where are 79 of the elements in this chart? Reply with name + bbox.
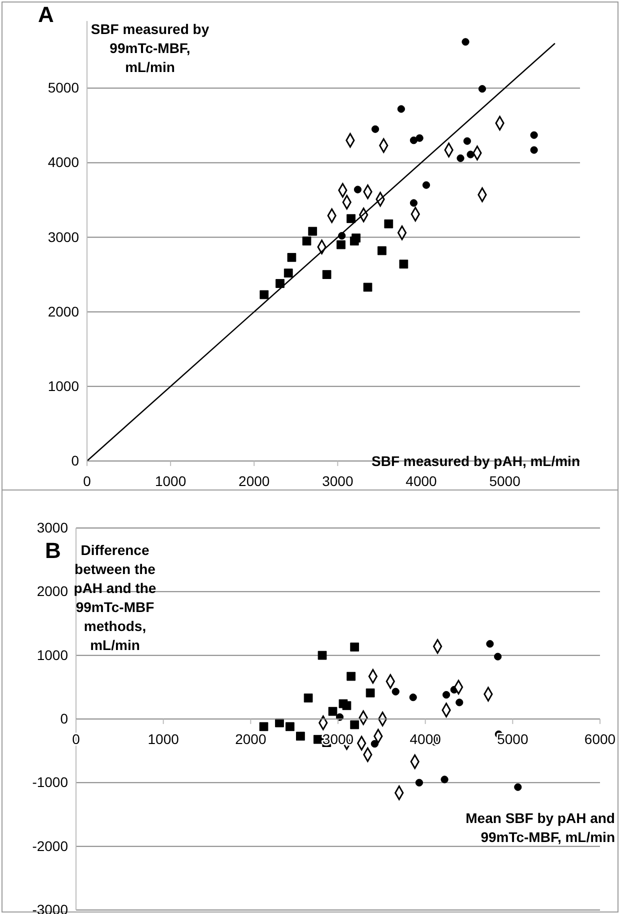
point <box>302 236 312 246</box>
y-tick-label: 4000 <box>48 154 80 170</box>
x-axis-title: SBF measured by pAH, mL/min <box>372 453 580 469</box>
y-tick-label: 0 <box>60 710 68 726</box>
x-tick-label: 6000 <box>584 730 616 747</box>
x-tick-label: 4000 <box>406 472 438 489</box>
point <box>313 734 322 744</box>
point <box>478 85 486 93</box>
point <box>456 154 464 162</box>
point <box>440 776 448 784</box>
point <box>397 105 405 113</box>
point <box>462 38 470 46</box>
y-tick-label: 1000 <box>48 378 80 394</box>
x-tick-label: 5000 <box>489 472 521 489</box>
point <box>378 246 386 256</box>
x-tick-label: 2000 <box>235 730 266 747</box>
point <box>530 146 538 154</box>
x-tick-label: 3000 <box>322 472 354 489</box>
y-tick-label: 3000 <box>36 519 68 536</box>
point <box>466 150 474 158</box>
y-axis-title: SBF measured by 99mTc-MBF, mL/min <box>90 21 210 75</box>
point <box>514 783 522 791</box>
point <box>366 688 375 698</box>
point <box>284 268 293 278</box>
y-tick-label: 0 <box>71 452 80 468</box>
y-tick-label: 1000 <box>36 646 68 663</box>
point <box>304 694 313 702</box>
point <box>384 219 394 228</box>
point <box>371 125 380 133</box>
point <box>308 226 318 236</box>
point <box>275 718 284 728</box>
point <box>276 279 284 288</box>
point <box>346 214 356 224</box>
y-tick-label: 2000 <box>36 583 68 600</box>
point <box>530 131 538 139</box>
point <box>463 137 472 145</box>
x-tick-label: 0 <box>83 472 92 489</box>
point <box>346 672 356 681</box>
point <box>336 240 346 250</box>
point <box>399 260 408 269</box>
point <box>350 236 359 246</box>
y-tick-label: -1000 <box>32 774 68 790</box>
point <box>363 282 372 292</box>
point <box>259 722 268 732</box>
x-tick-label: 2000 <box>238 472 270 489</box>
y-axis-title: Difference between the pAH and the 99mTc-MBF methods, mL/min <box>74 542 156 653</box>
x-tick-label: 1000 <box>148 730 180 747</box>
point <box>322 270 332 279</box>
point <box>410 199 418 207</box>
x-tick-label: 5000 <box>497 730 528 747</box>
text: A <box>38 2 54 27</box>
point <box>392 688 400 696</box>
point <box>422 181 430 189</box>
point <box>350 642 360 652</box>
point <box>342 701 352 710</box>
point <box>328 706 338 716</box>
point <box>410 136 418 144</box>
x-tick-label: 1000 <box>154 472 186 489</box>
y-tick-label: 3000 <box>48 228 80 245</box>
point <box>350 720 360 730</box>
point <box>416 134 424 142</box>
y-tick-label: -2000 <box>32 838 68 854</box>
point <box>415 778 424 786</box>
point <box>354 186 362 194</box>
point <box>287 252 296 262</box>
point <box>486 640 494 648</box>
point <box>409 694 417 702</box>
point <box>260 290 269 300</box>
text: B <box>45 538 61 563</box>
x-axis-title: Mean SBF by pAH and 99mTc-MBF, mL/min <box>466 810 615 845</box>
point <box>286 722 294 732</box>
point <box>370 740 378 748</box>
point <box>318 650 327 660</box>
point <box>296 732 305 741</box>
y-tick-label: 2000 <box>48 303 80 320</box>
y-tick-label: 5000 <box>48 80 80 96</box>
point <box>456 698 464 706</box>
point <box>494 652 502 660</box>
point <box>442 690 450 699</box>
